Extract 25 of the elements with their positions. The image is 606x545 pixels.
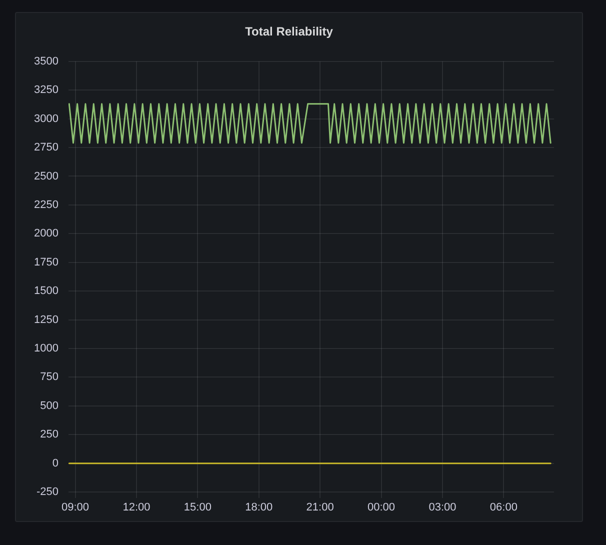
y-tick-label: 2250: [34, 198, 58, 211]
y-tick-label: 250: [40, 428, 58, 441]
x-tick-label: 21:00: [306, 501, 334, 514]
y-tick-label: 0: [52, 457, 58, 470]
y-tick-label: 1000: [34, 342, 58, 355]
y-tick-label: 1250: [34, 314, 58, 326]
x-tick-label: 00:00: [368, 501, 396, 514]
y-tick-label: 2750: [34, 142, 58, 154]
y-tick-label: 500: [40, 400, 58, 412]
y-tick-label: -250: [36, 486, 58, 498]
y-tick-label: 3500: [34, 55, 58, 68]
y-tick-label: 3000: [34, 112, 58, 125]
chart-title: Total Reliability: [245, 24, 334, 39]
y-tick-label: 2500: [34, 170, 58, 182]
x-tick-label: 15:00: [184, 501, 212, 514]
x-tick-label: 12:00: [122, 501, 150, 514]
x-tick-label: 18:00: [245, 501, 273, 514]
x-tick-label: 03:00: [428, 501, 456, 514]
x-tick-label: 09:00: [62, 501, 90, 514]
y-tick-label: 3250: [34, 84, 58, 96]
y-tick-label: 1500: [34, 285, 58, 298]
y-tick-label: 750: [40, 371, 58, 384]
x-tick-label: 06:00: [490, 501, 518, 514]
y-tick-label: 2000: [34, 228, 58, 240]
y-tick-label: 1750: [34, 256, 58, 268]
